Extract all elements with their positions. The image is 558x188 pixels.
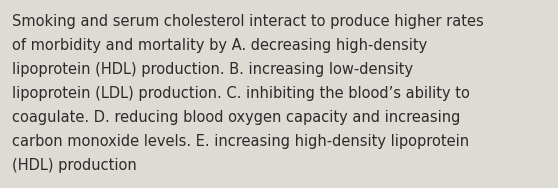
- Text: of morbidity and mortality by A. decreasing high-density: of morbidity and mortality by A. decreas…: [12, 38, 427, 53]
- Text: (HDL) production: (HDL) production: [12, 158, 137, 173]
- Text: carbon monoxide levels. E. increasing high-density lipoprotein: carbon monoxide levels. E. increasing hi…: [12, 134, 469, 149]
- Text: lipoprotein (HDL) production. B. increasing low-density: lipoprotein (HDL) production. B. increas…: [12, 62, 413, 77]
- Text: lipoprotein (LDL) production. C. inhibiting the blood’s ability to: lipoprotein (LDL) production. C. inhibit…: [12, 86, 470, 101]
- Text: Smoking and serum cholesterol interact to produce higher rates: Smoking and serum cholesterol interact t…: [12, 14, 484, 29]
- Text: coagulate. D. reducing blood oxygen capacity and increasing: coagulate. D. reducing blood oxygen capa…: [12, 110, 460, 125]
